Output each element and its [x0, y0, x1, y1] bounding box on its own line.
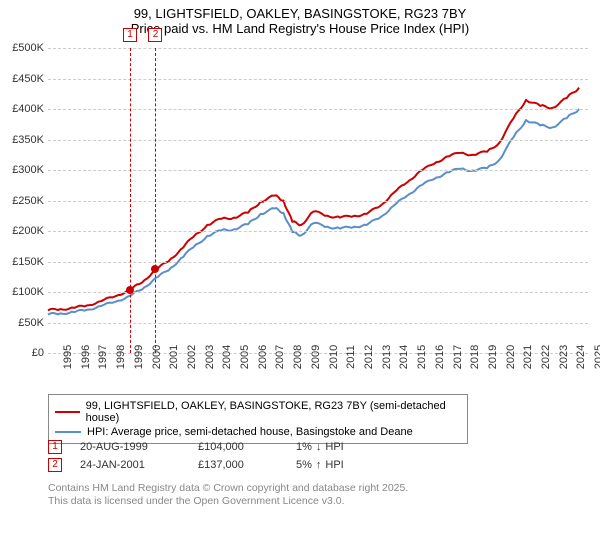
ytick-label: £400K [12, 103, 44, 115]
sales-delta-label: HPI [325, 441, 343, 453]
sales-date: 20-AUG-1999 [80, 441, 180, 453]
sales-price: £104,000 [198, 441, 278, 453]
sales-row: 2 24-JAN-2001 £137,000 5% ↑HPI [48, 456, 344, 474]
ytick-label: £100K [12, 286, 44, 298]
title-line2: Price paid vs. HM Land Registry's House … [0, 21, 600, 36]
sales-marker-box: 1 [48, 440, 62, 454]
title-line1: 99, LIGHTSFIELD, OAKLEY, BASINGSTOKE, RG… [0, 6, 600, 21]
sales-price: £137,000 [198, 459, 278, 471]
ytick-label: £300K [12, 164, 44, 176]
ytick-label: £250K [12, 195, 44, 207]
ytick-label: £450K [12, 73, 44, 85]
legend-label: 99, LIGHTSFIELD, OAKLEY, BASINGSTOKE, RG… [86, 400, 461, 424]
sales-delta-label: HPI [325, 459, 343, 471]
chart-plot-area: £0£50K£100K£150K£200K£250K£300K£350K£400… [48, 48, 588, 353]
sales-delta: 1% ↓HPI [296, 441, 344, 453]
xtick-label: 2025 [579, 345, 600, 369]
sales-delta: 5% ↑HPI [296, 459, 344, 471]
arrow-down-icon: ↓ [316, 441, 322, 453]
ytick-label: £500K [12, 42, 44, 54]
ytick-label: £150K [12, 256, 44, 268]
sales-marker-box: 2 [48, 458, 62, 472]
ytick-label: £350K [12, 134, 44, 146]
ytick-label: £0 [32, 347, 44, 359]
sales-delta-pct: 5% [296, 459, 312, 471]
chart-title: 99, LIGHTSFIELD, OAKLEY, BASINGSTOKE, RG… [0, 0, 600, 38]
legend-swatch [55, 411, 80, 413]
legend-swatch [55, 431, 81, 433]
sales-delta-pct: 1% [296, 441, 312, 453]
legend-row: 99, LIGHTSFIELD, OAKLEY, BASINGSTOKE, RG… [55, 399, 461, 425]
marker-box: 1 [123, 28, 137, 42]
sales-date: 24-JAN-2001 [80, 459, 180, 471]
legend-row: HPI: Average price, semi-detached house,… [55, 425, 461, 439]
attribution-line2: This data is licensed under the Open Gov… [48, 495, 408, 508]
marker-vline [130, 48, 131, 353]
sales-table: 1 20-AUG-1999 £104,000 1% ↓HPI 2 24-JAN-2001 £1… [48, 438, 344, 474]
attribution-text: Contains HM Land Registry data © Crown c… [48, 482, 408, 508]
sales-row: 1 20-AUG-1999 £104,000 1% ↓HPI [48, 438, 344, 456]
ytick-label: £50K [18, 317, 44, 329]
ytick-label: £200K [12, 225, 44, 237]
legend: 99, LIGHTSFIELD, OAKLEY, BASINGSTOKE, RG… [48, 394, 468, 444]
marker-vline [155, 48, 156, 353]
marker-dot [126, 286, 134, 294]
marker-box: 2 [148, 28, 162, 42]
attribution-line1: Contains HM Land Registry data © Crown c… [48, 482, 408, 495]
arrow-up-icon: ↑ [316, 459, 322, 471]
series-line-price_paid [48, 88, 579, 311]
legend-label: HPI: Average price, semi-detached house,… [87, 426, 413, 438]
marker-dot [151, 265, 159, 273]
